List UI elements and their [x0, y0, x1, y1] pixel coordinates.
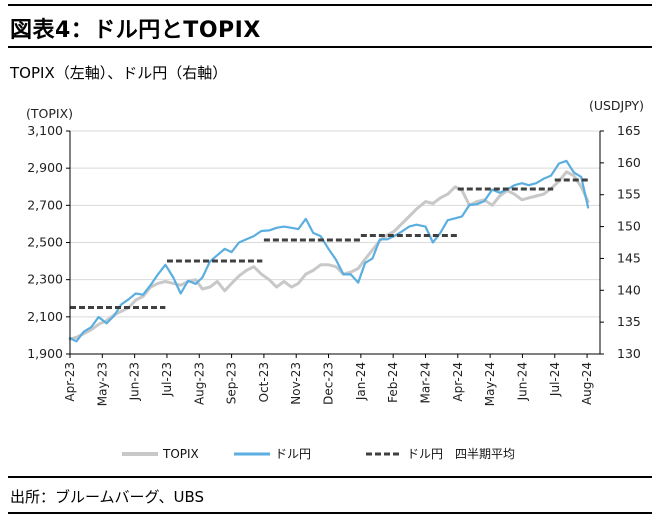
x-tick-label: Aug-24	[580, 362, 594, 405]
x-tick-label: Dec-23	[322, 362, 336, 405]
x-tick-label: Apr-24	[451, 362, 465, 402]
bottom-rule	[8, 476, 652, 478]
axes	[69, 131, 601, 355]
left-tick-label: 2,500	[27, 235, 63, 250]
x-tick-label: Feb-24	[386, 362, 400, 403]
series-usdjpy-quarterly-average	[70, 178, 589, 309]
x-axis-ticks: Apr-23 May-23 Jun-23 Jul-23 Aug-23 Sep-23 Oct-…	[63, 354, 594, 406]
left-axis-label: (TOPIX)	[26, 106, 73, 121]
figure-title: 図表4：ドル円とTOPIX	[10, 18, 261, 43]
x-tick-label: May-24	[483, 362, 497, 406]
left-tick-label: 2,700	[27, 197, 63, 212]
left-tick-label: 2,100	[27, 309, 63, 324]
right-tick-label: 165	[617, 123, 641, 138]
right-axis-ticks: 130 135 140 145 150 155 160 165	[600, 123, 641, 361]
x-tick-label: Jun-24	[515, 362, 529, 401]
left-axis-ticks: 1,900 2,100 2,300 2,500 2,700 2,900 3,100	[27, 123, 70, 361]
left-tick-label: 2,300	[27, 272, 63, 287]
x-tick-label: Apr-23	[63, 362, 77, 402]
right-tick-label: 150	[617, 219, 641, 234]
right-tick-label: 135	[617, 314, 641, 329]
right-tick-label: 155	[617, 187, 641, 202]
legend-label-quarterly-average: ドル円 四半期平均	[407, 447, 515, 461]
x-tick-label: Sep-23	[225, 362, 239, 404]
dual-axis-line-chart: (TOPIX) (USDJPY) 1,900 2,100 2,300 2,500 2,7…	[26, 98, 644, 461]
x-tick-label: May-23	[95, 362, 109, 406]
legend-label-usdjpy: ドル円	[275, 447, 311, 461]
x-tick-label: Jul-23	[160, 362, 174, 397]
x-tick-label: Mar-24	[418, 362, 432, 403]
x-tick-label: Nov-23	[289, 362, 303, 405]
x-tick-label: Aug-23	[192, 362, 206, 405]
left-tick-label: 2,900	[27, 160, 63, 175]
gridlines	[70, 130, 600, 318]
right-tick-label: 140	[617, 282, 641, 297]
series-usdjpy	[68, 159, 590, 343]
left-tick-label: 1,900	[27, 346, 63, 361]
source-note: 出所：ブルームバーグ、UBS	[10, 488, 205, 506]
right-tick-label: 130	[617, 346, 641, 361]
legend-label-topix: TOPIX	[162, 447, 199, 461]
x-tick-label: Jul-24	[548, 362, 562, 397]
figure-subtitle: TOPIX（左軸）、ドル円（右軸）	[10, 64, 228, 82]
topix-line	[68, 170, 590, 341]
x-tick-label: Jun-23	[128, 362, 142, 401]
chart-legend: TOPIX ドル円 ドル円 四半期平均	[122, 447, 515, 461]
right-tick-label: 145	[617, 250, 641, 265]
top-rule	[8, 4, 652, 6]
left-tick-label: 3,100	[27, 123, 63, 138]
title-rule	[8, 46, 652, 48]
series-topix	[68, 170, 590, 341]
x-tick-label: Oct-23	[257, 362, 271, 402]
footer-rule	[8, 512, 652, 514]
x-tick-label: Jan-24	[354, 362, 368, 401]
right-axis-label: (USDJPY)	[589, 98, 644, 113]
usdjpy-line	[68, 159, 590, 343]
right-tick-label: 160	[617, 155, 641, 170]
